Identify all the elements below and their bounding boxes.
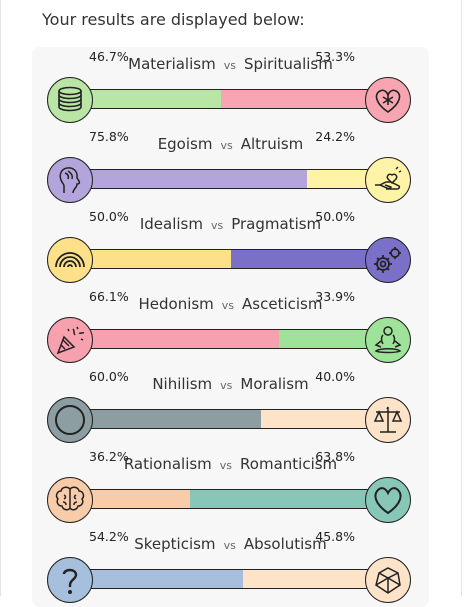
axis-right-percent: 53.3%	[315, 49, 355, 64]
vs-label: vs	[223, 59, 236, 72]
vs-label: vs	[220, 139, 233, 152]
gem-icon	[365, 557, 411, 603]
axis-right-label: Asceticism	[242, 295, 323, 313]
axis-left-segment	[83, 330, 279, 348]
axis-bar	[82, 329, 380, 349]
axis-left-label: Idealism	[139, 215, 203, 233]
axis-right-percent: 40.0%	[315, 369, 355, 384]
axis-bar	[82, 409, 380, 429]
axis-left-label: Skepticism	[134, 535, 216, 553]
axis-right-label: Moralism	[240, 375, 309, 393]
axis-right-percent: 24.2%	[315, 129, 355, 144]
axis-right-segment	[260, 410, 379, 428]
axis-right-segment	[190, 490, 379, 508]
vs-label: vs	[223, 539, 236, 552]
results-intro: Your results are displayed below:	[42, 10, 305, 29]
axis-right-percent: 33.9%	[315, 289, 355, 304]
scales-icon	[365, 397, 411, 443]
page-frame	[0, 0, 462, 596]
coins-icon	[47, 77, 93, 123]
axis-left-label: Nihilism	[152, 375, 213, 393]
axis-left-percent: 75.8%	[89, 129, 129, 144]
axis-left-percent: 46.7%	[89, 49, 129, 64]
axis-row: Hedonism vs Asceticism 66.1% 33.9%	[32, 287, 429, 367]
gears-icon	[365, 237, 411, 283]
axis-right-label: Pragmatism	[231, 215, 322, 233]
vs-label: vs	[219, 459, 233, 472]
axis-bar	[82, 169, 380, 189]
axis-title: Materialism vs Spiritualism	[32, 55, 429, 73]
axis-right-segment	[278, 330, 379, 348]
axis-left-segment	[83, 90, 222, 108]
giving-hand-heart-icon	[365, 157, 411, 203]
axis-row: Skepticism vs Absolutism 54.2% 45.8%	[32, 527, 429, 607]
results-panel: Materialism vs Spiritualism 46.7% 53.3% Eg…	[32, 47, 429, 607]
axis-left-label: Rationalism	[123, 455, 212, 473]
heart-flower-icon	[365, 77, 411, 123]
axis-title: Skepticism vs Absolutism	[32, 535, 429, 553]
axis-left-segment	[83, 410, 261, 428]
axis-right-label: Spiritualism	[243, 55, 333, 73]
rainbow-icon	[47, 237, 93, 283]
axis-bar	[82, 249, 380, 269]
axis-row: Egoism vs Altruism 75.8% 24.2%	[32, 127, 429, 207]
head-profile-icon	[47, 157, 93, 203]
axis-row: Materialism vs Spiritualism 46.7% 53.3%	[32, 47, 429, 127]
axis-row: Rationalism vs Romanticism 36.2% 63.8%	[32, 447, 429, 527]
meditation-icon	[365, 317, 411, 363]
axis-row: Idealism vs Pragmatism 50.0% 50.0%	[32, 207, 429, 287]
axis-title: Idealism vs Pragmatism	[32, 215, 429, 233]
axis-right-segment	[307, 170, 379, 188]
question-mark-icon	[47, 557, 93, 603]
brain-icon	[47, 477, 93, 523]
axis-left-label: Egoism	[157, 135, 213, 153]
axis-left-percent: 54.2%	[89, 529, 129, 544]
axis-right-segment	[221, 90, 379, 108]
axis-right-label: Altruism	[240, 135, 304, 153]
axis-left-percent: 60.0%	[89, 369, 129, 384]
vs-label: vs	[220, 379, 233, 392]
axis-left-percent: 66.1%	[89, 289, 129, 304]
vs-label: vs	[210, 219, 224, 232]
axis-left-percent: 36.2%	[89, 449, 129, 464]
axis-title: Rationalism vs Romanticism	[32, 455, 429, 473]
axis-row: Nihilism vs Moralism 60.0% 40.0%	[32, 367, 429, 447]
axis-title: Nihilism vs Moralism	[32, 375, 429, 393]
axis-right-label: Romanticism	[240, 455, 338, 473]
axis-right-label: Absolutism	[243, 535, 327, 553]
axis-left-label: Materialism	[128, 55, 216, 73]
axis-right-segment	[231, 250, 379, 268]
heart-icon	[365, 477, 411, 523]
axis-left-segment	[83, 170, 308, 188]
axis-right-segment	[243, 570, 379, 588]
axis-right-percent: 50.0%	[315, 209, 355, 224]
axis-bar	[82, 569, 380, 589]
party-popper-icon	[47, 317, 93, 363]
axis-left-label: Hedonism	[138, 295, 214, 313]
axis-right-percent: 45.8%	[315, 529, 355, 544]
axis-left-segment	[83, 570, 244, 588]
empty-circle-icon	[47, 397, 93, 443]
axis-bar	[82, 89, 380, 109]
axis-left-percent: 50.0%	[89, 209, 129, 224]
vs-label: vs	[221, 299, 235, 312]
axis-right-percent: 63.8%	[315, 449, 355, 464]
axis-left-segment	[83, 490, 191, 508]
axis-left-segment	[83, 250, 231, 268]
axis-title: Hedonism vs Asceticism	[32, 295, 429, 313]
axis-bar	[82, 489, 380, 509]
axis-title: Egoism vs Altruism	[32, 135, 429, 153]
